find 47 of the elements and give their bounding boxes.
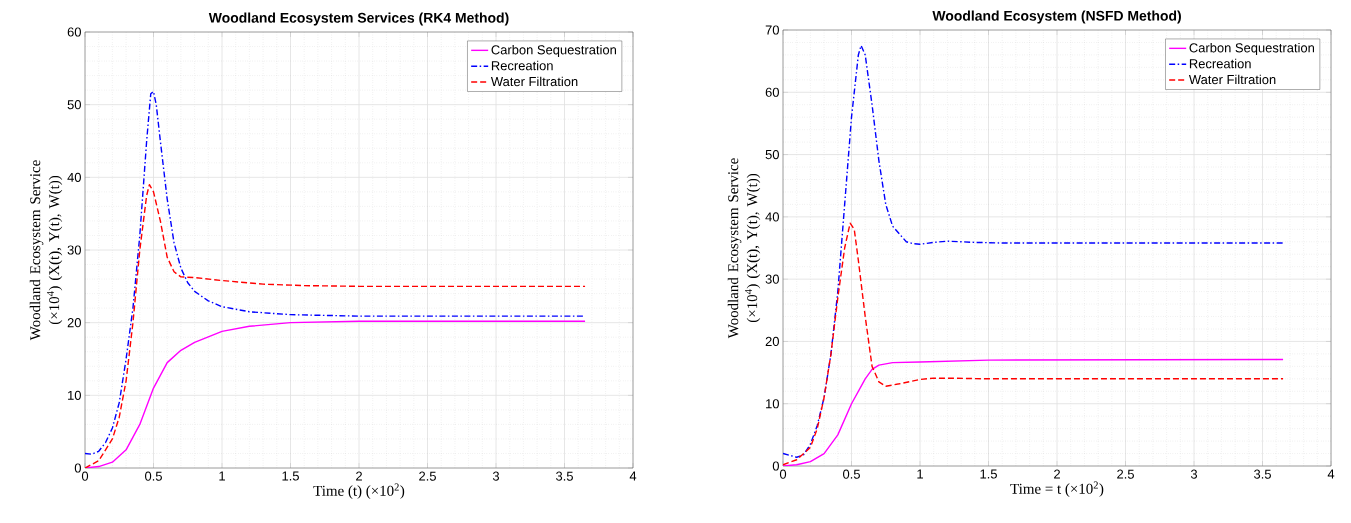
x-tick-label: 3	[1190, 469, 1198, 479]
chart-title: Woodland Ecosystem (NSFD Method)	[932, 10, 1181, 24]
line-series	[783, 358, 1284, 466]
x-tick-label: 4	[629, 471, 637, 481]
legend-label: Recreation	[491, 60, 553, 71]
x-tick-label: 1	[917, 469, 923, 479]
x-axis-title: Time (t) (×10$^{2}$)	[313, 483, 405, 499]
x-tick-label: 0.5	[145, 471, 162, 481]
x-tick-label: 2	[356, 471, 362, 481]
legend-label: Carbon Sequestration	[491, 44, 616, 57]
x-tick-label: 2	[1054, 469, 1060, 479]
legend-label: Recreation	[1189, 58, 1251, 69]
legend-label: Water Filtration	[1188, 74, 1276, 85]
line-series	[85, 183, 586, 468]
y-tick-label: 60	[67, 27, 81, 37]
y-tick-label: 30	[67, 245, 81, 255]
y-tick-label: 30	[765, 274, 779, 284]
x-tick-label: 2.5	[419, 471, 436, 481]
y-tick-label: 0	[772, 461, 779, 471]
x-tick-label: 0.5	[843, 469, 860, 479]
x-tick-label: 3	[492, 471, 500, 481]
line-series	[85, 320, 586, 468]
y-tick-label: 10	[766, 399, 779, 409]
x-axis-title: Time = t (×10$^{2}$)	[1010, 481, 1104, 497]
y-tick-label: 50	[67, 100, 81, 110]
x-tick-label: 2.5	[1117, 469, 1134, 479]
x-tick-label: 0	[779, 469, 787, 479]
y-tick-label: 20	[765, 336, 779, 347]
x-tick-label: 1.5	[980, 469, 997, 479]
y-tick-label: 50	[765, 149, 779, 160]
x-tick-label: 1	[219, 471, 225, 481]
y-tick-label: 70	[765, 25, 779, 35]
y-tick-label: 20	[67, 318, 81, 328]
y-tick-label: 60	[765, 87, 779, 97]
line-series	[85, 90, 586, 455]
legend-label: Water Filtration	[490, 76, 578, 87]
x-tick-label: 1.5	[282, 471, 299, 481]
y-tick-label: 40	[765, 212, 779, 222]
chart-title: Woodland Ecosystem Services (RK4 Method)	[208, 12, 509, 26]
x-tick-label: 4	[1327, 469, 1335, 479]
line-series	[783, 222, 1284, 466]
legend-label: Carbon Sequestration	[1189, 42, 1314, 55]
y-tick-label: 40	[67, 172, 81, 182]
x-tick-label: 3.5	[1254, 469, 1271, 479]
y-tick-label: 10	[68, 390, 81, 400]
x-tick-label: 0	[81, 471, 89, 481]
x-tick-label: 3.5	[556, 471, 573, 481]
